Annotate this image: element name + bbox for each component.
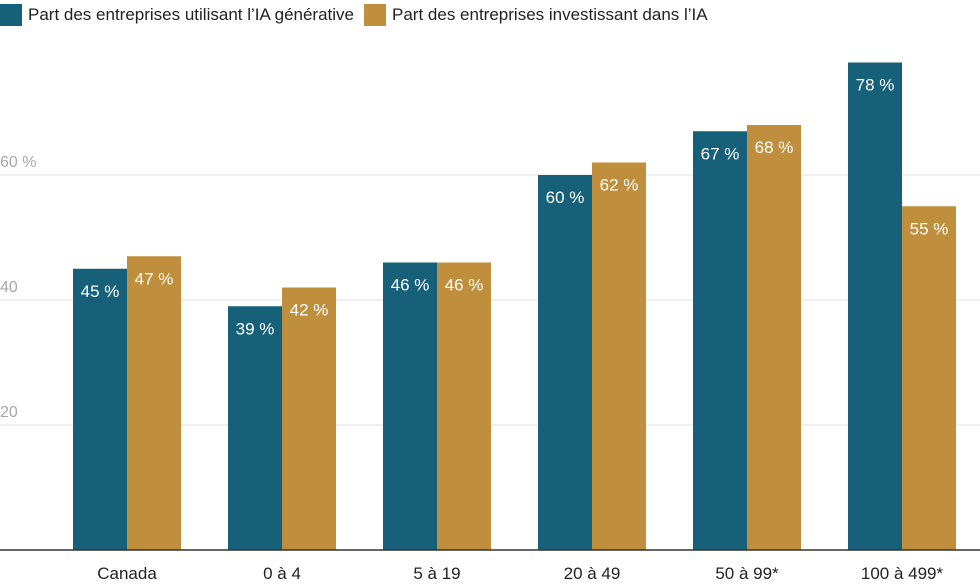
data-label: 42 % xyxy=(290,301,329,320)
x-tick-label: 50 à 99* xyxy=(715,564,779,583)
bar xyxy=(73,268,127,550)
data-label: 78 % xyxy=(856,76,895,95)
legend-swatch-ai-investment xyxy=(364,4,387,26)
bar xyxy=(848,62,902,550)
bar xyxy=(127,256,181,550)
legend: Part des entreprises utilisant l’IA géné… xyxy=(0,4,718,26)
data-label: 47 % xyxy=(135,269,174,288)
data-label: 46 % xyxy=(445,276,484,295)
data-label: 55 % xyxy=(910,219,949,238)
x-tick-label: 5 à 19 xyxy=(413,564,460,583)
bar xyxy=(538,175,592,550)
bar xyxy=(902,206,956,550)
data-label: 46 % xyxy=(391,276,430,295)
bar xyxy=(592,162,646,550)
data-label: 45 % xyxy=(81,282,120,301)
legend-item-generative-ai: Part des entreprises utilisant l’IA géné… xyxy=(0,4,354,26)
bar xyxy=(437,262,491,550)
y-tick-label: 20 xyxy=(0,404,18,421)
bar xyxy=(228,306,282,550)
data-label: 39 % xyxy=(236,319,275,338)
data-label: 60 % xyxy=(546,188,585,207)
y-tick-label: 40 xyxy=(0,279,18,296)
bar xyxy=(693,131,747,550)
legend-label-ai-investment: Part des entreprises investissant dans l… xyxy=(392,5,708,24)
x-tick-label: Canada xyxy=(97,564,157,583)
data-label: 62 % xyxy=(600,176,639,195)
bar xyxy=(282,287,336,550)
legend-label-generative-ai: Part des entreprises utilisant l’IA géné… xyxy=(28,5,355,24)
data-label: 68 % xyxy=(755,138,794,157)
bar xyxy=(383,262,437,550)
x-tick-label: 100 à 499* xyxy=(861,564,944,583)
legend-swatch-generative-ai xyxy=(0,4,22,26)
data-label: 67 % xyxy=(701,144,740,163)
x-tick-label: 0 à 4 xyxy=(263,564,301,583)
x-tick-label: 20 à 49 xyxy=(564,564,621,583)
y-tick-label: 60 % xyxy=(0,154,36,171)
legend-item-ai-investment: Part des entreprises investissant dans l… xyxy=(364,4,708,26)
bar xyxy=(747,125,801,550)
